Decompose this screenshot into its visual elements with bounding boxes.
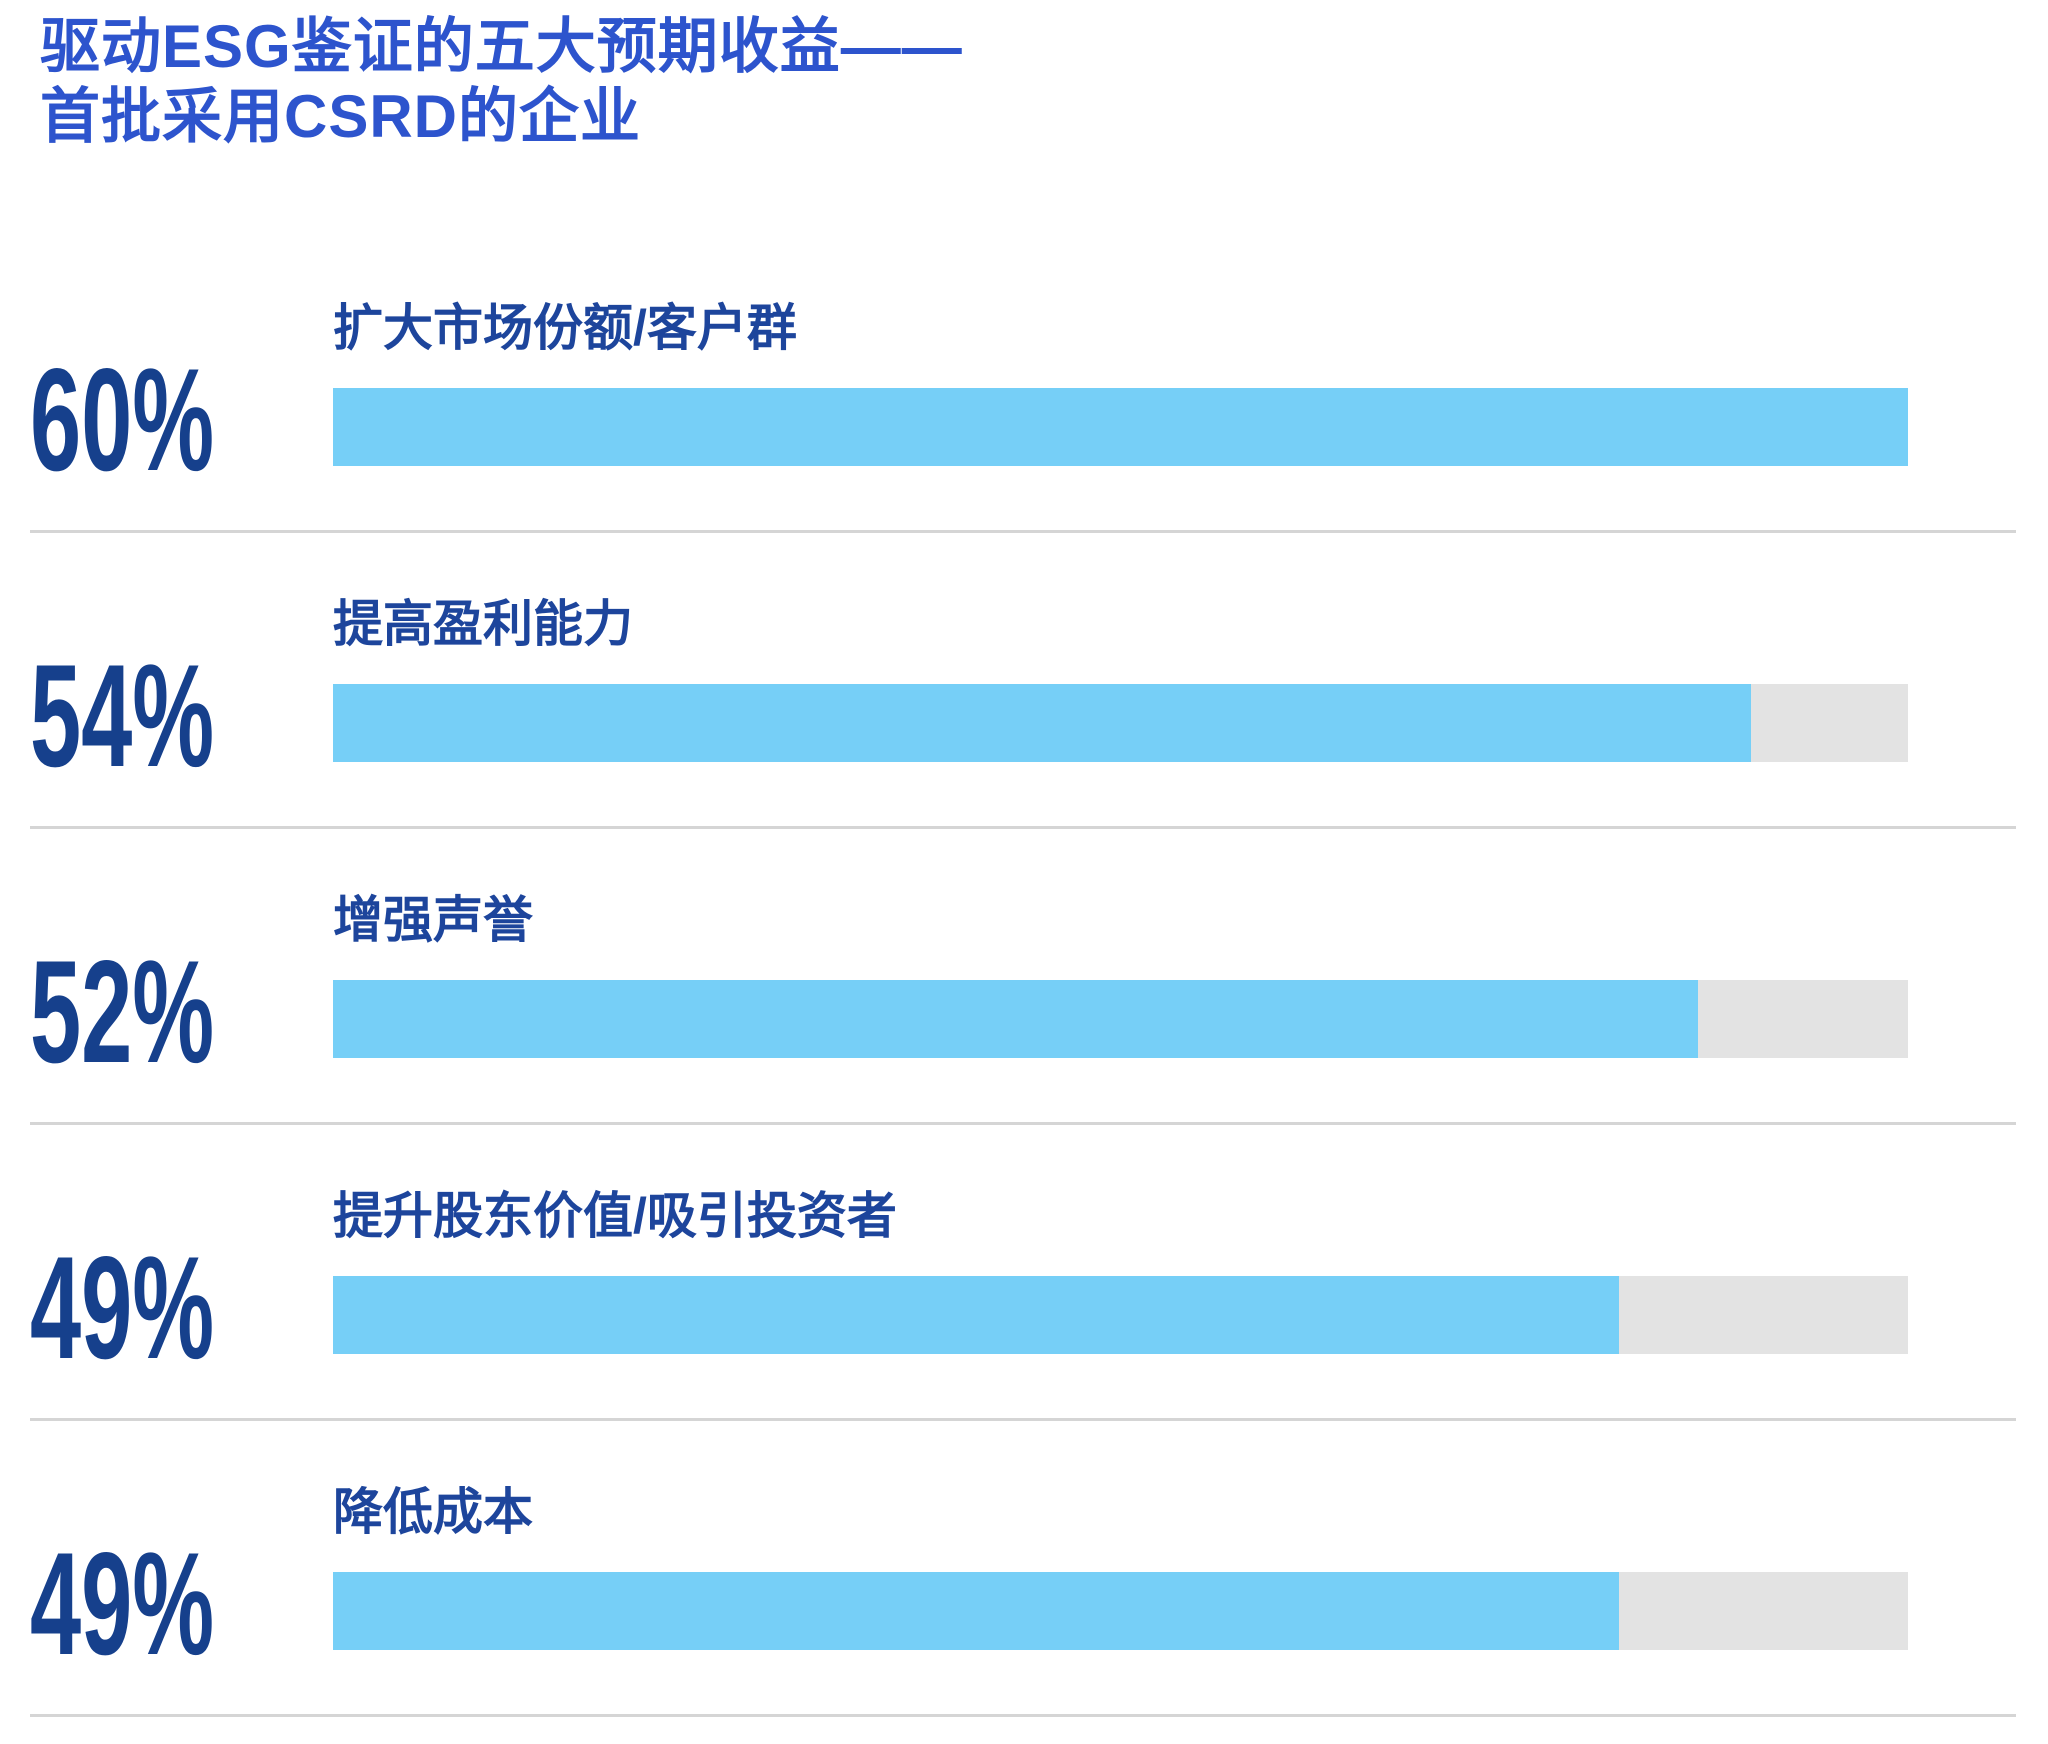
bar-fill <box>333 980 1698 1058</box>
bar-fill <box>333 684 1751 762</box>
bar-track <box>333 1276 1908 1354</box>
percent-value: 52% <box>30 930 215 1093</box>
bar-fill <box>333 1276 1620 1354</box>
bar-track <box>333 388 1908 466</box>
category-label: 增强声誉 <box>333 892 533 948</box>
bar-row-content: 扩大市场份额/客户群 <box>333 303 1908 466</box>
bar-row-content: 增强声誉 <box>333 895 1908 1058</box>
percent-value: 60% <box>30 338 215 501</box>
bar-track <box>333 980 1908 1058</box>
bar-track <box>333 1572 1908 1650</box>
bar-row: 54% 提高盈利能力 <box>30 533 2016 829</box>
percent-value: 49% <box>30 1226 215 1389</box>
bar-fill <box>333 388 1908 466</box>
percent-value: 54% <box>30 634 215 797</box>
bar-row: 49% 降低成本 <box>30 1421 2016 1717</box>
bar-row-content: 降低成本 <box>333 1487 1908 1650</box>
chart-title-line1: 驱动ESG鉴证的五大预期收益—— <box>40 13 963 80</box>
chart-title-line2: 首批采用CSRD的企业 <box>40 83 642 150</box>
bar-row-content: 提高盈利能力 <box>333 599 1908 762</box>
chart-title: 驱动ESG鉴证的五大预期收益—— 首批采用CSRD的企业 <box>40 12 963 152</box>
category-label: 提高盈利能力 <box>333 596 633 652</box>
bar-row: 49% 提升股东价值/吸引投资者 <box>30 1125 2016 1421</box>
category-label: 降低成本 <box>333 1484 533 1540</box>
bar-fill <box>333 1572 1620 1650</box>
category-label: 提升股东价值/吸引投资者 <box>333 1188 897 1244</box>
percent-value: 49% <box>30 1522 215 1685</box>
bar-row: 60% 扩大市场份额/客户群 <box>30 237 2016 533</box>
bar-row: 52% 增强声誉 <box>30 829 2016 1125</box>
bar-row-content: 提升股东价值/吸引投资者 <box>333 1191 1908 1354</box>
bar-track <box>333 684 1908 762</box>
category-label: 扩大市场份额/客户群 <box>333 300 797 356</box>
bar-chart: 60% 扩大市场份额/客户群 54% 提高盈利能力 52% 增强声誉 49% <box>30 237 2016 1717</box>
